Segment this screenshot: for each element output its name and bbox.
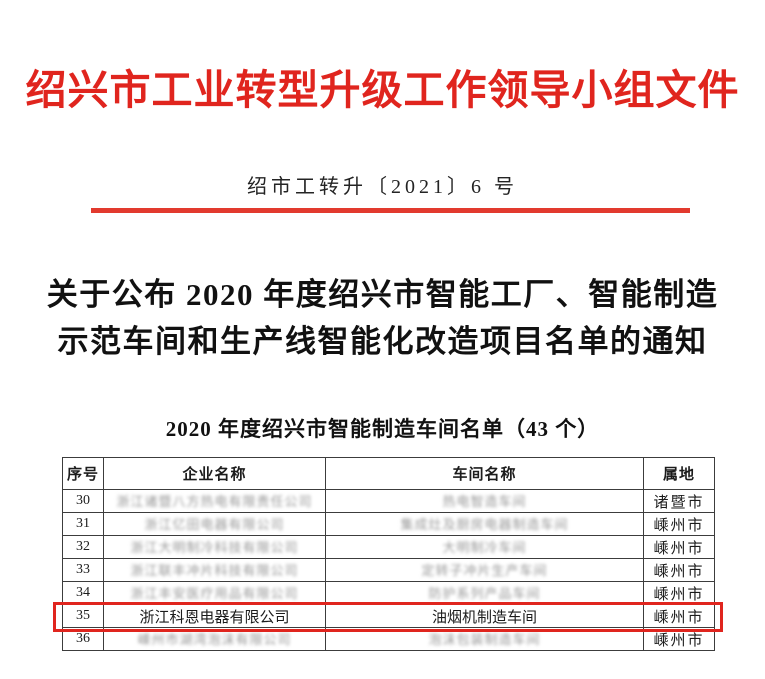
notice-title-line1: 关于公布 2020 年度绍兴市智能工厂、智能制造 xyxy=(46,277,719,312)
table-row: 33 浙江联丰冲片科技有限公司 定转子冲片生产车间 嵊州市 xyxy=(62,558,715,582)
cell-no: 32 xyxy=(62,535,104,559)
company-text-redacted: 浙江丰安医疗用品有限公司 xyxy=(130,586,299,601)
cell-no: 31 xyxy=(62,512,104,536)
cell-company: 浙江亿田电器有限公司 xyxy=(103,512,326,536)
table-row-highlighted: 35 浙江科恩电器有限公司 油烟机制造车间 嵊州市 xyxy=(62,604,715,628)
cell-region: 嵊州市 xyxy=(643,627,715,651)
workshop-text-redacted: 热电智造车间 xyxy=(442,494,527,509)
table-row: 32 浙江大明制冷科技有限公司 大明制冷车间 嵊州市 xyxy=(62,535,715,559)
table-header-row: 序号 企业名称 车间名称 属地 xyxy=(62,457,715,490)
cell-workshop: 大明制冷车间 xyxy=(325,535,644,559)
company-text-redacted: 嵊州市湖湾泡沫有限公司 xyxy=(137,632,292,647)
cell-no: 33 xyxy=(62,558,104,582)
workshop-text-redacted: 泡沫包装制造车间 xyxy=(428,632,541,647)
workshop-text-redacted: 防护系列产品车间 xyxy=(428,586,541,601)
workshop-text-redacted: 集成灶及厨房电器制造车间 xyxy=(400,517,569,532)
cell-workshop: 定转子冲片生产车间 xyxy=(325,558,644,582)
cell-company: 浙江诸暨八方热电有限责任公司 xyxy=(103,489,326,513)
workshop-text-redacted: 大明制冷车间 xyxy=(442,540,527,555)
notice-title: 关于公布 2020 年度绍兴市智能工厂、智能制造 示范车间和生产线智能化改造项目… xyxy=(0,271,765,365)
company-text-redacted: 浙江诸暨八方热电有限责任公司 xyxy=(116,494,313,509)
table-row: 31 浙江亿田电器有限公司 集成灶及厨房电器制造车间 嵊州市 xyxy=(62,512,715,536)
table-row: 30 浙江诸暨八方热电有限责任公司 热电智造车间 诸暨市 xyxy=(62,489,715,513)
cell-no: 35 xyxy=(62,604,104,628)
cell-region: 嵊州市 xyxy=(643,512,715,536)
header-region: 属地 xyxy=(643,457,715,490)
cell-company: 嵊州市湖湾泡沫有限公司 xyxy=(103,627,326,651)
header-workshop: 车间名称 xyxy=(325,457,644,490)
table-caption: 2020 年度绍兴市智能制造车间名单（43 个） xyxy=(165,417,600,441)
cell-region: 嵊州市 xyxy=(643,558,715,582)
workshop-text-redacted: 定转子冲片生产车间 xyxy=(421,563,548,578)
company-text-redacted: 浙江大明制冷科技有限公司 xyxy=(130,540,299,555)
cell-company: 浙江科恩电器有限公司 xyxy=(103,604,326,628)
cell-workshop: 集成灶及厨房电器制造车间 xyxy=(325,512,644,536)
header-no: 序号 xyxy=(62,457,104,490)
cell-no: 34 xyxy=(62,581,104,605)
workshop-text: 油烟机制造车间 xyxy=(431,609,537,626)
workshop-list-table: 序号 企业名称 车间名称 属地 30 浙江诸暨八方热电有限责任公司 热电智造车间… xyxy=(62,457,715,651)
company-text-redacted: 浙江联丰冲片科技有限公司 xyxy=(130,563,299,578)
cell-region: 诸暨市 xyxy=(643,489,715,513)
cell-no: 36 xyxy=(62,627,104,651)
table-row: 34 浙江丰安医疗用品有限公司 防护系列产品车间 嵊州市 xyxy=(62,581,715,605)
cell-company: 浙江联丰冲片科技有限公司 xyxy=(103,558,326,582)
cell-region: 嵊州市 xyxy=(643,535,715,559)
company-text-redacted: 浙江亿田电器有限公司 xyxy=(144,517,285,532)
red-divider-line xyxy=(91,208,690,213)
cell-workshop: 油烟机制造车间 xyxy=(325,604,644,628)
cell-company: 浙江丰安医疗用品有限公司 xyxy=(103,581,326,605)
header-company: 企业名称 xyxy=(103,457,326,490)
company-text: 浙江科恩电器有限公司 xyxy=(139,609,290,626)
cell-company: 浙江大明制冷科技有限公司 xyxy=(103,535,326,559)
cell-workshop: 泡沫包装制造车间 xyxy=(325,627,644,651)
notice-title-line2: 示范车间和生产线智能化改造项目名单的通知 xyxy=(57,324,708,359)
document-number: 绍市工转升〔2021〕6 号 xyxy=(247,176,518,198)
cell-region: 嵊州市 xyxy=(643,581,715,605)
document-header-title: 绍兴市工业转型升级工作领导小组文件 xyxy=(25,67,740,113)
cell-workshop: 热电智造车间 xyxy=(325,489,644,513)
cell-workshop: 防护系列产品车间 xyxy=(325,581,644,605)
cell-no: 30 xyxy=(62,489,104,513)
table-row: 36 嵊州市湖湾泡沫有限公司 泡沫包装制造车间 嵊州市 xyxy=(62,627,715,651)
cell-region: 嵊州市 xyxy=(643,604,715,628)
